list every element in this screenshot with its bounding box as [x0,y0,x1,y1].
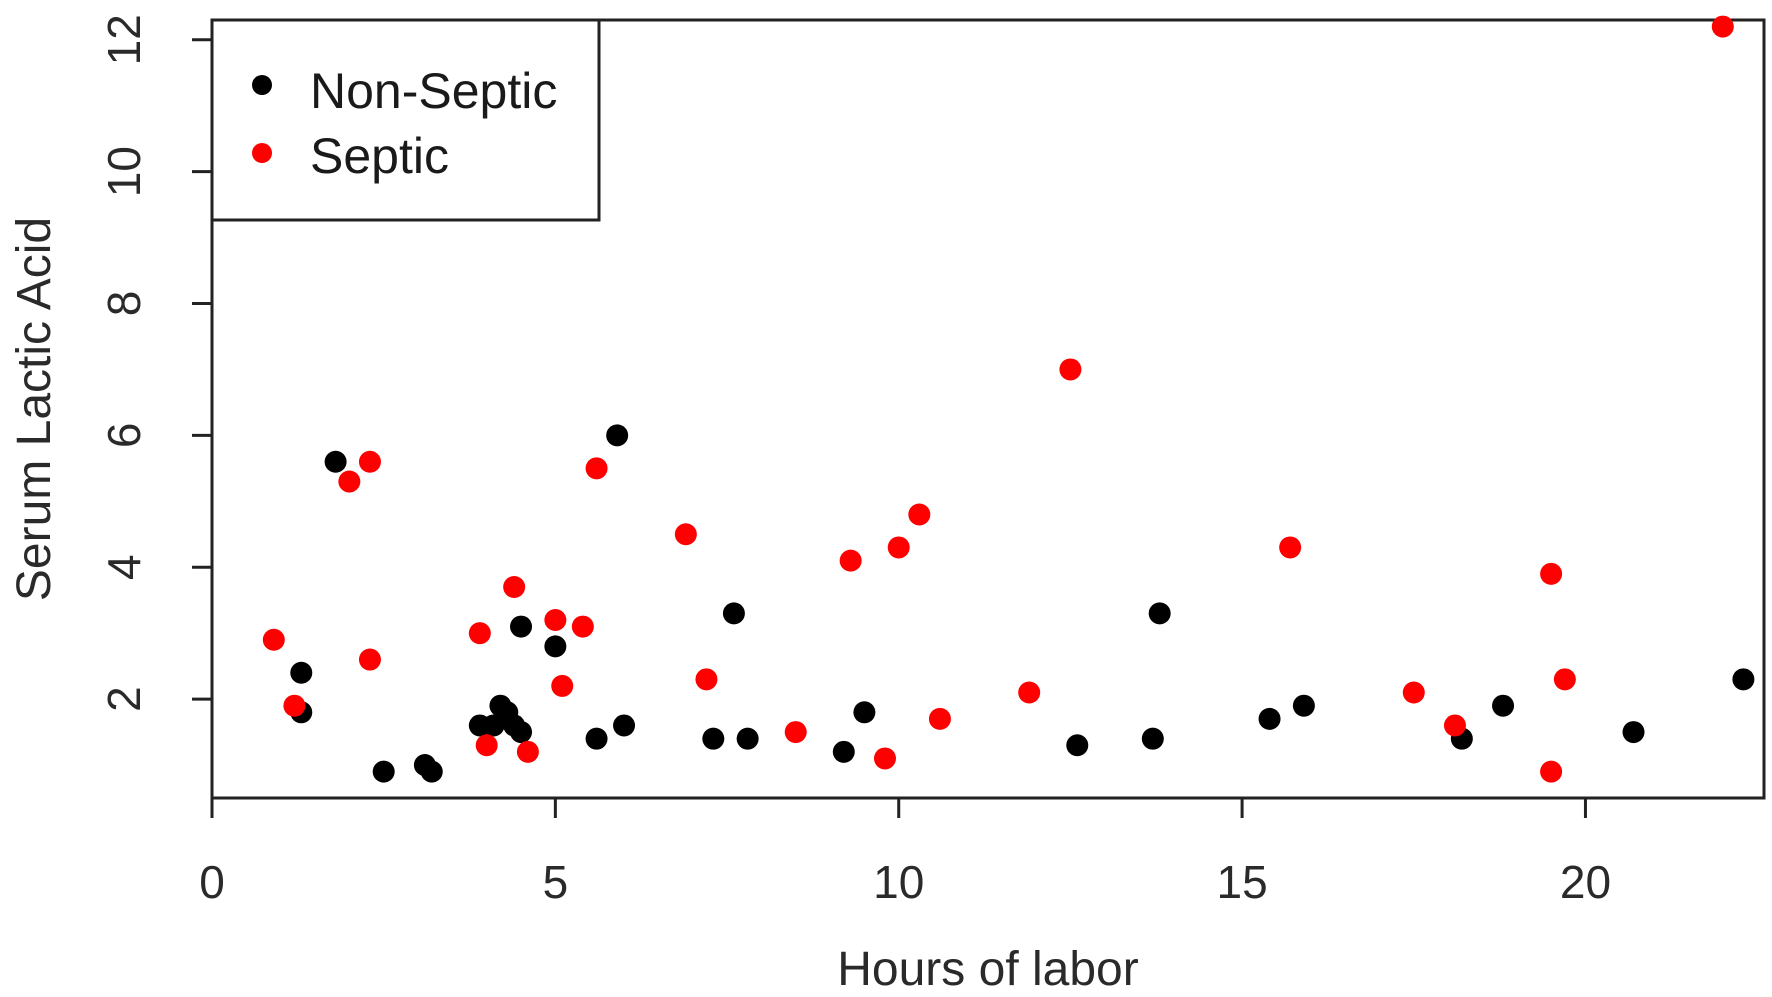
legend-marker-non-septic [252,75,272,95]
point-septic [908,503,931,526]
x-tick-label: 5 [543,856,569,908]
point-septic [358,450,381,473]
point-septic [839,549,862,572]
legend-label-non-septic: Non-Septic [310,63,557,119]
point-septic [674,523,697,546]
point-septic [544,608,567,631]
point-non-septic [702,727,725,750]
point-non-septic [290,661,313,684]
point-septic [1059,358,1082,381]
point-septic [1443,714,1466,737]
point-septic [551,674,574,697]
point-septic [475,734,498,757]
point-non-septic [606,424,629,447]
point-non-septic [1732,668,1755,691]
point-non-septic [832,740,855,763]
point-septic [503,576,526,599]
point-non-septic [324,450,347,473]
point-septic [1540,760,1563,783]
point-septic [1553,668,1576,691]
point-septic [1711,15,1734,38]
point-septic [338,470,361,493]
point-non-septic [372,760,395,783]
point-septic [1018,681,1041,704]
point-septic [695,668,718,691]
point-septic [585,457,608,480]
point-non-septic [510,615,533,638]
point-non-septic [1148,602,1171,625]
point-non-septic [736,727,759,750]
point-septic [873,747,896,770]
point-non-septic [1141,727,1164,750]
point-non-septic [722,602,745,625]
point-non-septic [585,727,608,750]
point-non-septic [1066,734,1089,757]
point-non-septic [613,714,636,737]
point-non-septic [420,760,443,783]
point-septic [928,707,951,730]
y-tick-label: 6 [98,423,150,449]
legend-box [210,18,601,222]
x-axis: 0 5 10 15 20 [199,796,1611,908]
point-non-septic [1258,707,1281,730]
point-non-septic [1292,694,1315,717]
point-septic [784,721,807,744]
y-tick-label: 2 [98,686,150,712]
y-tick-label: 10 [98,146,150,197]
point-septic [468,622,491,645]
legend: Non-Septic Septic [210,18,601,222]
point-septic [1279,536,1302,559]
point-septic [283,694,306,717]
x-tick-label: 10 [873,856,924,908]
point-septic [1540,562,1563,585]
point-non-septic [1622,721,1645,744]
point-septic [262,628,285,651]
x-tick-label: 0 [199,856,225,908]
point-non-septic [510,721,533,744]
point-non-septic [482,714,505,737]
point-non-septic [544,635,567,658]
point-septic [571,615,594,638]
point-septic [1402,681,1425,704]
y-tick-label: 4 [98,554,150,580]
point-septic [358,648,381,671]
point-non-septic [1492,694,1515,717]
y-axis-title: Serum Lactic Acid [8,217,61,601]
x-tick-label: 20 [1560,856,1611,908]
y-tick-label: 8 [98,291,150,317]
legend-label-septic: Septic [310,128,449,184]
point-septic [887,536,910,559]
legend-marker-septic [252,143,272,163]
x-tick-label: 15 [1217,856,1268,908]
point-non-septic [853,701,876,724]
y-tick-label: 12 [98,14,150,65]
data-points [262,15,1755,783]
point-septic [516,740,539,763]
x-axis-title: Hours of labor [837,943,1138,996]
